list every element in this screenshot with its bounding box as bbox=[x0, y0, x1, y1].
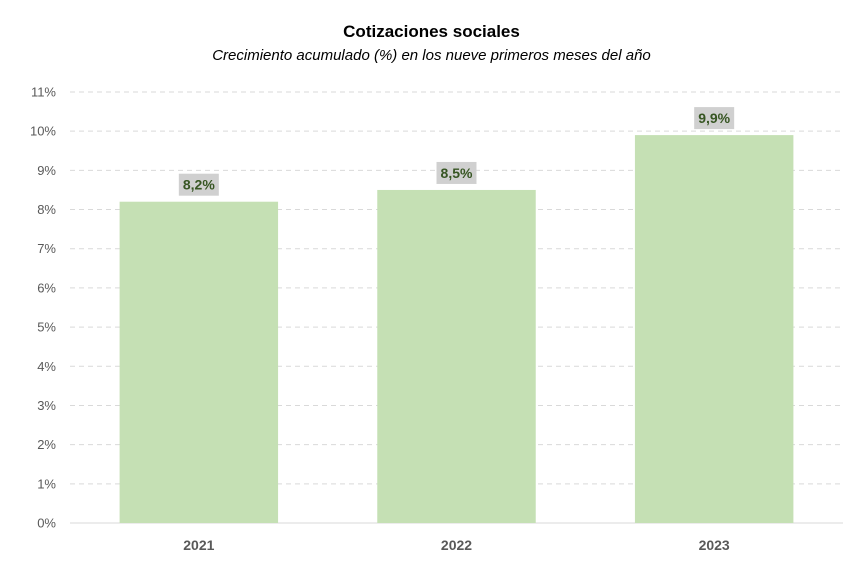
data-label: 9,9% bbox=[698, 110, 730, 126]
y-tick-label: 11% bbox=[31, 85, 56, 100]
x-tick-label: 2023 bbox=[699, 537, 730, 553]
y-tick-label: 0% bbox=[37, 516, 56, 531]
data-label-box bbox=[178, 173, 219, 196]
y-tick-label: 7% bbox=[37, 241, 56, 256]
y-tick-label: 2% bbox=[37, 437, 56, 452]
y-tick-label: 5% bbox=[37, 320, 56, 335]
y-tick-label: 9% bbox=[37, 163, 56, 178]
data-label-box bbox=[436, 161, 477, 184]
chart-subtitle: Crecimiento acumulado (%) en los nueve p… bbox=[212, 47, 651, 64]
bar bbox=[634, 135, 794, 523]
y-tick-label: 4% bbox=[37, 359, 56, 374]
data-label: 8,2% bbox=[183, 177, 215, 193]
bar bbox=[377, 189, 536, 524]
y-tick-label: 3% bbox=[37, 398, 56, 413]
chart-title: Cotizaciones sociales bbox=[343, 22, 520, 41]
y-tick-label: 1% bbox=[37, 476, 56, 491]
bar bbox=[119, 201, 279, 523]
data-label-box bbox=[694, 107, 735, 130]
x-tick-label: 2022 bbox=[441, 537, 472, 553]
data-label: 8,5% bbox=[441, 165, 473, 181]
y-tick-label: 6% bbox=[37, 280, 56, 295]
x-tick-label: 2021 bbox=[183, 537, 214, 553]
y-tick-label: 10% bbox=[30, 124, 56, 139]
y-tick-label: 8% bbox=[37, 202, 56, 217]
